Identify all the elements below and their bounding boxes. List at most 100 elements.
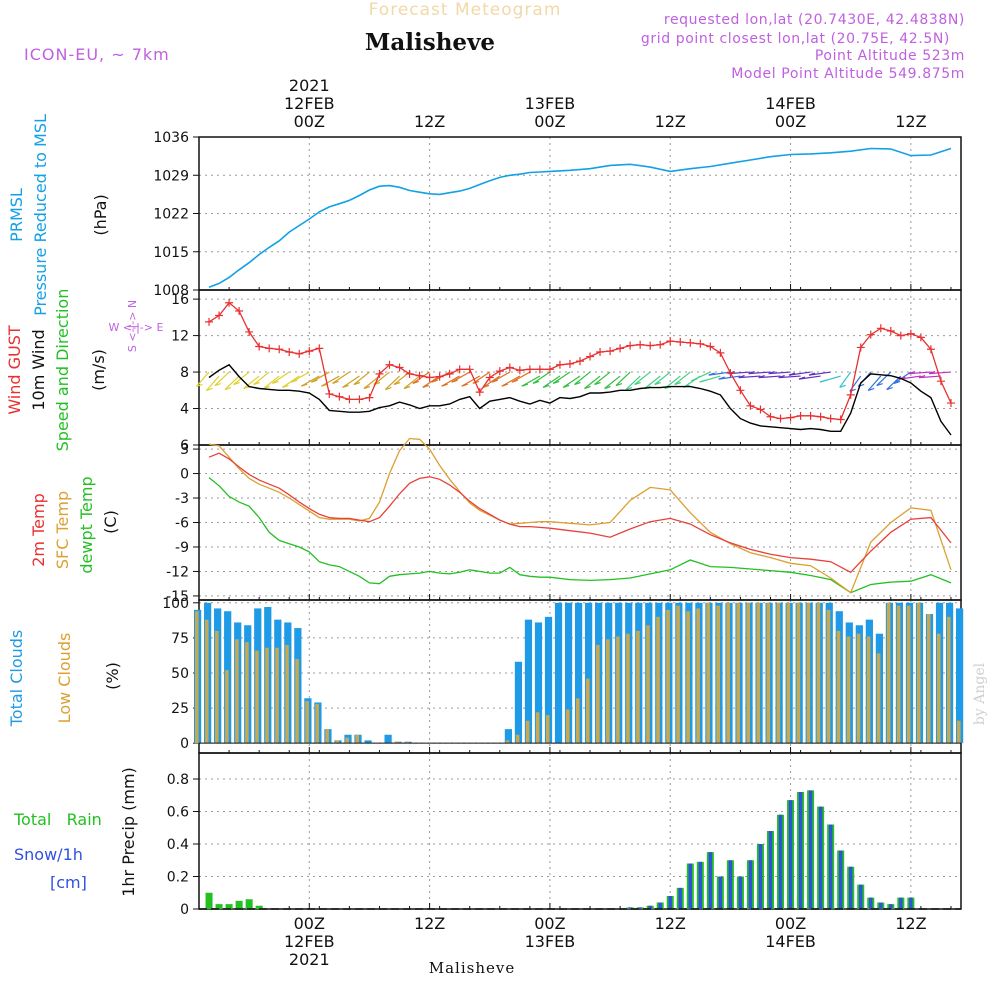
low-cloud-bar	[676, 605, 680, 744]
low-cloud-bar	[666, 609, 670, 744]
wind-gust-point	[826, 414, 835, 423]
wind-arrow-head	[738, 375, 745, 379]
wind-arrow-head	[819, 379, 827, 383]
low-cloud-bar	[596, 644, 600, 744]
wind-gust-point	[495, 367, 504, 376]
wind-arrow	[521, 375, 541, 387]
snow-bar	[738, 876, 743, 909]
wind-gust-point	[435, 372, 444, 381]
wind-arrow	[301, 375, 320, 387]
low-cloud-bar	[746, 602, 751, 744]
temp-ytick-label-4: -9	[175, 540, 189, 556]
low-cloud-bar	[756, 602, 761, 744]
wind-gust-point	[716, 348, 725, 357]
wind-arrow-head	[214, 382, 222, 387]
top-time-label-2-1: 00Z	[534, 112, 565, 131]
wind-arrow-head	[532, 380, 540, 384]
snow-bar	[678, 887, 682, 909]
wind-arrow	[562, 375, 581, 388]
clouds-ytick-label-0: 100	[162, 596, 189, 612]
snow-bar	[768, 831, 773, 909]
temp-ytick-label-5: -12	[166, 564, 189, 580]
wind-gust-point	[696, 339, 705, 348]
temp-ytick-label-2: -3	[175, 491, 189, 507]
wind-gust-point	[706, 342, 715, 351]
low-cloud-bar	[916, 602, 921, 744]
snow-bar	[668, 896, 672, 909]
total-cloud-bar	[585, 602, 593, 744]
wind-gust-point	[275, 345, 284, 354]
wind-arrow	[403, 375, 420, 389]
chart-top-title: Forecast Meteogram	[369, 0, 562, 20]
wind-arrow	[422, 375, 440, 388]
low-cloud-bar	[876, 653, 881, 744]
low-cloud-bar	[275, 647, 279, 744]
wind-ytick-label-4: 6	[180, 438, 189, 454]
wind-arrow-head	[691, 378, 698, 382]
low-cloud-bar	[295, 658, 299, 744]
wind-gust-point	[866, 330, 875, 339]
wind-gust-point	[205, 317, 214, 326]
low-cloud-bar	[946, 616, 951, 744]
footer-station: Malisheve	[429, 959, 515, 977]
rain-bar	[225, 904, 233, 909]
wind-gust-point	[215, 311, 224, 320]
wind-arrow-head	[699, 379, 706, 383]
top-time-label-0-0: 2021	[289, 76, 330, 95]
low-cloud-bar	[225, 670, 229, 744]
low-cloud-bar	[696, 608, 700, 744]
wind-arrow-head	[385, 386, 392, 391]
wind-gust-point	[445, 369, 454, 378]
snow-bar	[798, 792, 803, 909]
pressure-panel: 1036 1029 1022 1015 1008	[153, 130, 962, 299]
bottom-time-label-2-0: 00Z	[534, 914, 565, 933]
snow-bar	[889, 904, 893, 909]
total-cloud-bar	[524, 619, 533, 744]
dewpoint-line	[208, 477, 952, 594]
wind-arrow-head	[196, 383, 203, 388]
wind-gust-point	[385, 360, 394, 369]
wind-gust-point	[856, 343, 865, 352]
wind-gust-point	[776, 414, 785, 423]
low-cloud-bar	[796, 602, 801, 744]
rain-bar	[255, 905, 263, 909]
wind-arrow-head	[422, 384, 429, 388]
bottom-time-label-0-2: 2021	[289, 950, 330, 969]
rain-bar	[215, 904, 223, 909]
model-label: ICON-EU, ~ 7km	[24, 45, 170, 64]
snow-bar	[899, 897, 903, 909]
prmsl-label: PRMSL	[7, 188, 26, 242]
low-clouds-label: Low Clouds	[55, 633, 74, 724]
total-cloud-bar	[955, 608, 964, 744]
wind-arrow	[644, 375, 661, 389]
low-cloud-bar	[505, 740, 510, 744]
sfc-temp-line	[208, 437, 952, 594]
wind-arrow	[867, 375, 882, 391]
wind-gust-label: Wind GUST	[5, 325, 24, 415]
temp-2m-line	[208, 452, 952, 574]
pressure-ytick-label-0: 1036	[153, 130, 189, 146]
wind-arrow	[311, 371, 330, 383]
wind-arrow	[532, 371, 551, 384]
low-cloud-bar	[535, 712, 540, 744]
top-time-label-0-1: 12FEB	[284, 94, 335, 113]
wind-arrow	[511, 371, 531, 383]
low-cloud-bar	[305, 701, 309, 744]
wind-arrow-head	[311, 379, 318, 383]
wind-arrow-head	[768, 371, 775, 375]
snow-bar	[698, 861, 703, 909]
wind-gust-point	[886, 327, 895, 336]
clouds-ytick-label-3: 25	[171, 701, 189, 717]
wind-arrow-head	[867, 387, 875, 392]
wind-arrow	[758, 375, 781, 379]
prmsl-line	[208, 147, 952, 289]
temp-ytick-label-0: 3	[180, 442, 189, 458]
snow-bar	[758, 844, 763, 909]
wind-arrow-head	[451, 379, 458, 383]
wind-gust-point	[405, 369, 414, 378]
top-time-label-1-0: 12Z	[414, 112, 445, 131]
wind-arrow	[412, 371, 430, 384]
wind-arrow	[224, 375, 240, 390]
low-cloud-bar	[866, 636, 871, 744]
temp-dew-label: dewpt Temp	[77, 476, 96, 573]
